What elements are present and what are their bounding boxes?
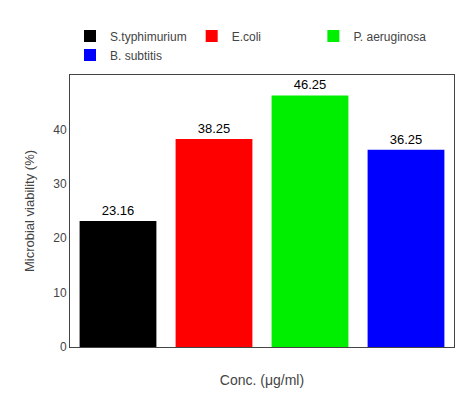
svg-text:38.25: 38.25	[198, 121, 231, 136]
svg-text:40: 40	[53, 123, 67, 137]
svg-text:20: 20	[53, 231, 67, 245]
svg-text:46.25: 46.25	[294, 77, 327, 92]
svg-text:B. subtitis: B. subtitis	[110, 49, 162, 63]
svg-text:0: 0	[60, 340, 67, 354]
svg-text:E.coli: E.coli	[232, 30, 261, 44]
svg-text:Microbial viability (%): Microbial viability (%)	[22, 150, 37, 272]
svg-text:Conc. (μg/ml): Conc. (μg/ml)	[220, 372, 304, 388]
svg-text:S.typhimurium: S.typhimurium	[110, 30, 187, 44]
svg-text:30: 30	[53, 177, 67, 191]
svg-text:P. aeruginosa: P. aeruginosa	[353, 30, 426, 44]
svg-text:23.16: 23.16	[102, 203, 135, 218]
svg-text:10: 10	[53, 286, 67, 300]
svg-text:36.25: 36.25	[390, 132, 423, 147]
